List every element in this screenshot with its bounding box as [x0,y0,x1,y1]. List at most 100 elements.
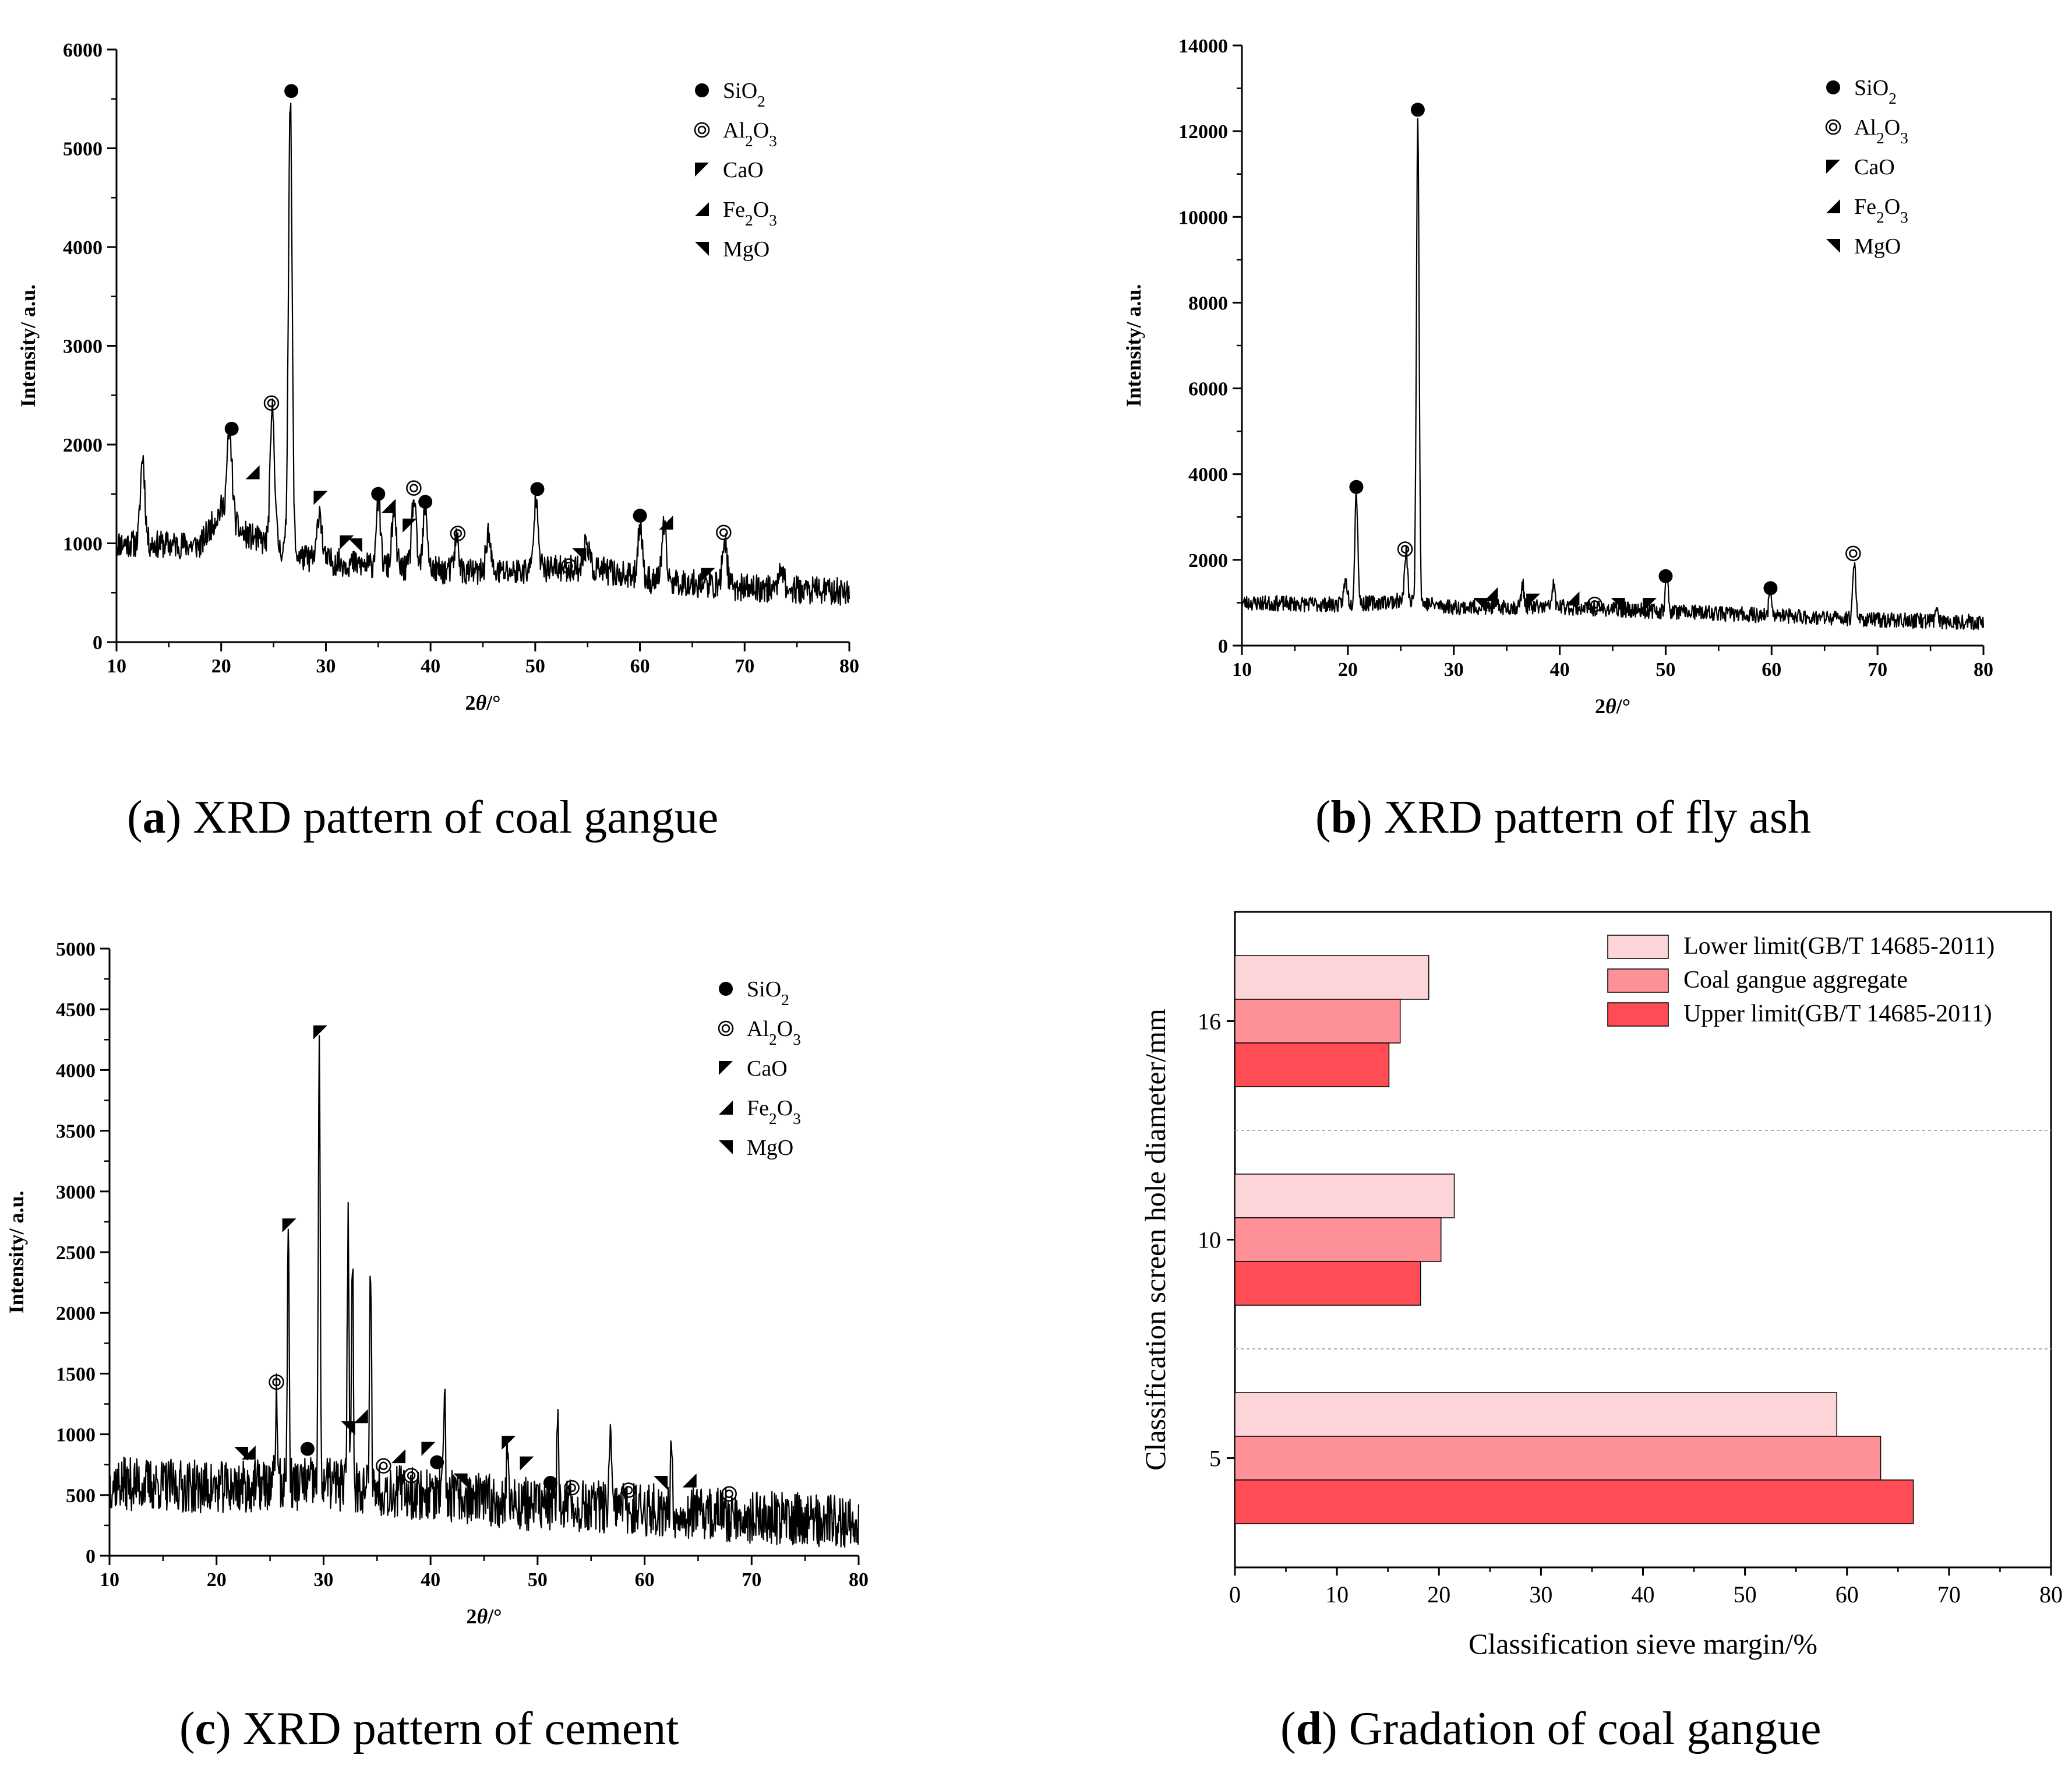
chart-c: 10 20 30 40 50 60 70 80 0 500 1000 1500 2000 2500 3000… [5,939,869,1628]
x-tick-label: 40 [421,1569,440,1591]
x-tick-label: 50 [1656,659,1675,681]
xrd-signal-line [108,1035,860,1548]
phase-marker-mgo [572,548,587,562]
x-tick-label: 0 [1229,1581,1241,1608]
y-tick-label: 0 [86,1546,96,1567]
phase-marker-cao [340,535,354,549]
y-axis-title: Intensity/ a.u. [1122,284,1145,407]
x-tick-label: 50 [1734,1581,1757,1608]
legend-label: Al2O3 [1854,115,1908,147]
phase-marker-cao [313,491,328,505]
phase-marker-sio2 [418,495,433,509]
phase-marker-cao [520,1456,534,1471]
legend-marker-al2o3 [1825,119,1841,135]
legend-marker-fe2o3 [719,1101,733,1115]
legend-label: Fe2O3 [747,1096,801,1127]
phase-marker-mgo [234,1446,248,1461]
legend-label: Upper limit(GB/T 14685-2011) [1683,1000,1992,1027]
phase-marker-al2o3 [716,524,732,541]
x-tick-label: 70 [735,656,754,677]
phase-marker-fe2o3 [659,515,673,530]
phase-marker-fe2o3 [1565,591,1580,606]
y-tick-label: 2500 [56,1242,96,1264]
legend-label: CaO [1854,155,1895,179]
phase-marker-sio2 [1349,480,1364,494]
phase-marker-sio2 [530,482,545,496]
phase-marker-al2o3-inner [1590,600,1599,609]
phase-marker-al2o3 [561,558,577,574]
legend-marker-cao [719,1061,733,1075]
y-tick-label: 1500 [56,1363,96,1385]
phase-marker-fe2o3 [1484,587,1498,601]
x-tick-label: 60 [630,656,650,677]
legend: SiO2 Al2O3 CaO Fe2O3 MgO [694,79,777,262]
bar-10mm-series-0 [1234,1174,1455,1218]
phase-marker-al2o3 [564,1480,580,1496]
phase-marker-fe2o3 [682,1473,697,1488]
bar-16mm-series-2 [1234,1042,1390,1087]
phase-marker-mgo [348,538,362,552]
legend-label: SiO2 [747,977,789,1009]
phase-marker-fe2o3 [391,1449,406,1464]
phase-marker-sio2 [300,1442,315,1456]
x-tick-label: 80 [849,1569,869,1591]
phase-marker-al2o3-inner [272,1377,281,1387]
x-tick-label: 60 [1835,1581,1859,1608]
x-tick-label: 40 [1632,1581,1655,1608]
y-axis-title: Intensity/ a.u. [5,1190,28,1313]
y-tick-label: 4000 [56,1060,96,1081]
legend: SiO2 Al2O3 CaO Fe2O3 MgO [1825,76,1908,259]
legend-marker-cao [1826,160,1840,174]
y-tick-label: 4500 [56,999,96,1021]
bar-5mm-series-1 [1234,1436,1882,1481]
x-tick-label: 40 [421,656,440,677]
legend-swatch [1607,968,1669,993]
caption-b: (b) XRD pattern of fly ash [1315,792,1811,843]
y-axis-title: Classification screen hole diameter/mm [1139,1009,1171,1471]
y-tick-label: 4000 [63,237,103,259]
legend-marker-al2o3-inner [721,1024,730,1033]
y-tick-label: 10 [1198,1227,1221,1253]
legend-marker-fe2o3 [695,202,709,216]
legend-marker-al2o3-inner [697,125,707,135]
x-tick-label: 20 [207,1569,227,1591]
phase-marker-al2o3-inner [379,1461,388,1471]
phase-marker-al2o3 [269,1374,284,1390]
phase-marker-sio2 [1410,103,1425,117]
y-tick-label: 14000 [1178,36,1228,57]
legend-marker-sio2 [695,83,709,97]
phase-marker-sio2 [633,509,647,523]
legend-marker-al2o3 [718,1020,734,1037]
y-tick-label: 12000 [1178,121,1228,143]
x-axis-title: 2θ/° [466,1605,502,1628]
x-tick-label: 80 [839,656,859,677]
chart-b: 10 20 30 40 50 60 70 80 0 2000 4000 6000 8000 10000 12… [1122,36,1993,718]
y-tick-label: 6000 [1188,379,1228,400]
legend-marker-mgo [695,242,709,256]
phase-marker-mgo [453,1473,468,1488]
y-tick-label: 5000 [56,939,96,960]
legend-label: Al2O3 [723,118,777,150]
legend-marker-sio2 [719,982,733,996]
x-tick-label: 20 [1338,659,1358,681]
y-tick-label: 2000 [1188,550,1228,572]
phase-marker-al2o3-inner [624,1486,633,1495]
phase-marker-fe2o3 [382,499,396,513]
xrd-signal-line [116,103,850,606]
phase-marker-cao [282,1218,296,1233]
legend-marker-al2o3 [694,122,710,138]
x-tick-label: 50 [525,656,545,677]
x-axis-title: 2θ/° [1595,695,1630,718]
y-tick-label: 4000 [1188,464,1228,486]
x-tick-label: 10 [107,656,126,677]
phase-marker-cao [403,518,417,533]
phase-marker-fe2o3 [245,465,260,480]
phase-marker-al2o3 [376,1458,391,1474]
x-tick-label: 80 [2039,1581,2063,1608]
phase-marker-al2o3 [620,1482,637,1498]
x-tick-label: 30 [313,1569,333,1591]
phase-marker-al2o3-inner [410,484,418,492]
phase-marker-mgo [1473,598,1488,612]
legend-label: SiO2 [1854,76,1897,107]
